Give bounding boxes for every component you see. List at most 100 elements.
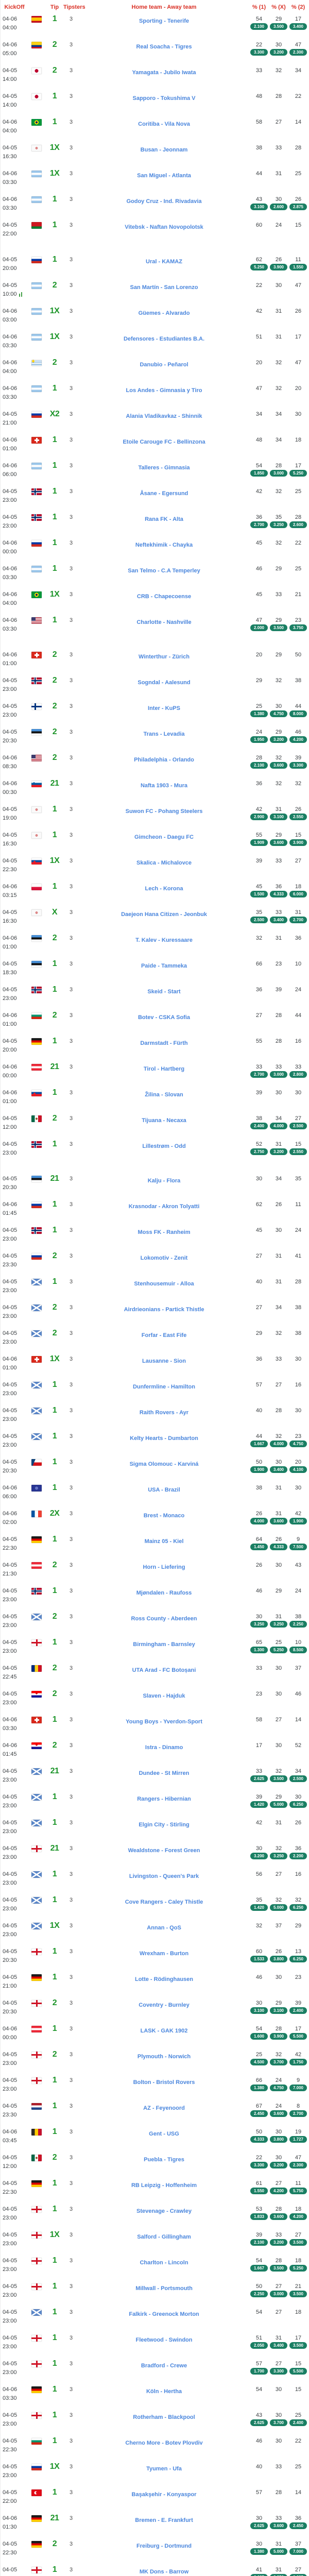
match-link[interactable]: Coritiba - Vila Nova: [138, 121, 190, 127]
match-link[interactable]: Winterthur - Zürich: [139, 654, 190, 660]
match-link[interactable]: Slaven - Hajduk: [143, 1693, 185, 1699]
match-link[interactable]: Gimcheon - Daegu FC: [134, 834, 194, 840]
match-link[interactable]: Tyumen - Ufa: [146, 2466, 182, 2472]
draw-odds-badge[interactable]: 3.800: [270, 2136, 287, 2143]
match-link[interactable]: Lokomotiv - Zenit: [140, 1255, 188, 1261]
match-link[interactable]: CRB - Chapecoense: [136, 594, 192, 600]
home-odds-badge[interactable]: 1.300: [250, 1647, 268, 1653]
away-odds-badge[interactable]: 8.500: [289, 1647, 307, 1653]
match-link[interactable]: Yamagata - Jubilo Iwata: [132, 70, 196, 76]
away-odds-badge[interactable]: 2.400: [289, 2007, 307, 2014]
away-odds-badge[interactable]: 7.000: [289, 2084, 307, 2091]
match-link[interactable]: T. Kalev - Kuressaare: [135, 937, 193, 943]
draw-odds-badge[interactable]: 4.333: [270, 891, 287, 897]
home-odds-badge[interactable]: 3.100: [250, 204, 268, 210]
home-odds-badge[interactable]: 2.700: [250, 1071, 268, 1078]
home-odds-badge[interactable]: 2.700: [250, 521, 268, 528]
match-link[interactable]: Inter - KuPS: [148, 705, 180, 711]
match-link[interactable]: Bremen - E. Frankfurt: [135, 2517, 193, 2523]
match-link[interactable]: Cove Rangers - Caley Thistle: [125, 1899, 203, 1905]
home-odds-badge[interactable]: 1.380: [250, 2548, 268, 2555]
away-odds-badge[interactable]: 6.250: [289, 1801, 307, 1808]
match-link[interactable]: Rangers - Hibernian: [137, 1796, 191, 1802]
away-odds-badge[interactable]: 1.727: [289, 2136, 307, 2143]
home-odds-badge[interactable]: 1.533: [250, 1956, 268, 1962]
away-odds-badge[interactable]: 2.700: [289, 917, 307, 923]
draw-odds-badge[interactable]: 3.500: [270, 624, 287, 631]
draw-odds-badge[interactable]: 3.900: [270, 2033, 287, 2040]
draw-odds-badge[interactable]: 4.000: [270, 1123, 287, 1129]
match-link[interactable]: Sigma Olomouc - Karviná: [129, 1461, 199, 1467]
away-odds-badge[interactable]: 5.500: [289, 2033, 307, 2040]
draw-odds-badge[interactable]: 3.600: [270, 839, 287, 846]
away-odds-badge[interactable]: 2.300: [289, 49, 307, 56]
away-odds-badge[interactable]: 3.500: [289, 2291, 307, 2297]
match-link[interactable]: Falkirk - Greenock Morton: [129, 2311, 199, 2317]
draw-odds-badge[interactable]: 3.100: [270, 2007, 287, 2014]
match-link[interactable]: Philadelphia - Orlando: [134, 757, 194, 763]
home-odds-badge[interactable]: 2.100: [250, 762, 268, 769]
draw-odds-badge[interactable]: 3.200: [270, 1148, 287, 1155]
match-link[interactable]: Defensores - Estudiantes B.A.: [123, 336, 205, 342]
match-link[interactable]: Annan - QoS: [147, 1925, 181, 1931]
match-link[interactable]: Stevenage - Crawley: [136, 2208, 192, 2214]
away-odds-badge[interactable]: 1.550: [289, 264, 307, 270]
match-link[interactable]: Cherno More - Botev Plovdiv: [125, 2440, 203, 2446]
draw-odds-badge[interactable]: 3.250: [270, 521, 287, 528]
match-link[interactable]: Livingston - Queen's Park: [129, 1873, 199, 1879]
home-odds-badge[interactable]: 2.400: [250, 1123, 268, 1129]
away-odds-badge[interactable]: 4.750: [289, 1440, 307, 1447]
away-odds-badge[interactable]: 2.700: [289, 2110, 307, 2117]
home-odds-badge[interactable]: 1.950: [250, 736, 268, 743]
away-odds-badge[interactable]: 2.400: [289, 2419, 307, 2426]
home-odds-badge[interactable]: 4.333: [250, 2136, 268, 2143]
match-link[interactable]: Mjøndalen - Raufoss: [136, 1590, 192, 1596]
draw-odds-badge[interactable]: 3.500: [270, 2265, 287, 2272]
match-link[interactable]: Alania Vladikavkaz - Shinnik: [126, 413, 202, 419]
away-odds-badge[interactable]: 8.000: [289, 710, 307, 717]
draw-odds-badge[interactable]: 2.600: [270, 204, 287, 210]
draw-odds-badge[interactable]: 3.400: [270, 1466, 287, 1473]
draw-odds-badge[interactable]: 3.500: [270, 23, 287, 30]
away-odds-badge[interactable]: 1.900: [289, 1518, 307, 1524]
match-link[interactable]: Paide - Tammeka: [141, 963, 187, 969]
away-odds-badge[interactable]: 3.500: [289, 2239, 307, 2246]
match-link[interactable]: Sporting - Tenerife: [139, 18, 189, 24]
away-odds-badge[interactable]: 2.550: [289, 1148, 307, 1155]
match-link[interactable]: Godoy Cruz - Ind. Rivadavia: [126, 198, 202, 205]
draw-odds-badge[interactable]: 3.200: [270, 736, 287, 743]
match-link[interactable]: San Martín - San Lorenzo: [130, 284, 198, 291]
match-link[interactable]: Talleres - Gimnasia: [138, 465, 190, 471]
home-odds-badge[interactable]: 1.550: [250, 2188, 268, 2194]
away-odds-badge[interactable]: 1.750: [289, 2059, 307, 2065]
home-odds-badge[interactable]: 2.500: [250, 917, 268, 923]
match-link[interactable]: Puebla - Tigres: [144, 2157, 184, 2163]
home-odds-badge[interactable]: 2.250: [250, 2291, 268, 2297]
match-link[interactable]: Tijuana - Necaxa: [142, 1117, 186, 1124]
draw-odds-badge[interactable]: 3.400: [270, 2342, 287, 2349]
match-link[interactable]: MK Dons - Barrow: [139, 2569, 189, 2575]
draw-odds-badge[interactable]: 3.200: [270, 2162, 287, 2168]
match-link[interactable]: Charlton - Lincoln: [140, 2260, 188, 2266]
draw-odds-badge[interactable]: 3.400: [270, 917, 287, 923]
away-odds-badge[interactable]: 2.875: [289, 204, 307, 210]
draw-odds-badge[interactable]: 3.200: [270, 2239, 287, 2246]
match-link[interactable]: Bolton - Bristol Rovers: [133, 2079, 195, 2086]
match-link[interactable]: Lillestrøm - Odd: [142, 1143, 186, 1149]
draw-odds-badge[interactable]: 3.600: [270, 2213, 287, 2220]
home-odds-badge[interactable]: 2.750: [250, 1148, 268, 1155]
draw-odds-badge[interactable]: 3.500: [270, 1775, 287, 1782]
match-link[interactable]: Lotte - Rödinghausen: [134, 1976, 194, 1982]
away-odds-badge[interactable]: 6.250: [289, 1956, 307, 1962]
home-odds-badge[interactable]: 2.000: [250, 624, 268, 631]
home-odds-badge[interactable]: 1.909: [250, 839, 268, 846]
home-odds-badge[interactable]: 4.000: [250, 1518, 268, 1524]
draw-odds-badge[interactable]: 3.700: [270, 2059, 287, 2065]
match-link[interactable]: Rotherham - Blackpool: [133, 2414, 195, 2420]
home-odds-badge[interactable]: 2.625: [250, 1775, 268, 1782]
match-link[interactable]: Freiburg - Dortmund: [136, 2543, 192, 2549]
away-odds-badge[interactable]: 5.250: [289, 470, 307, 477]
match-link[interactable]: Coventry - Burnley: [139, 2002, 190, 2008]
away-odds-badge[interactable]: 7.500: [289, 1544, 307, 1550]
match-link[interactable]: Wealdstone - Forest Green: [128, 1848, 200, 1854]
